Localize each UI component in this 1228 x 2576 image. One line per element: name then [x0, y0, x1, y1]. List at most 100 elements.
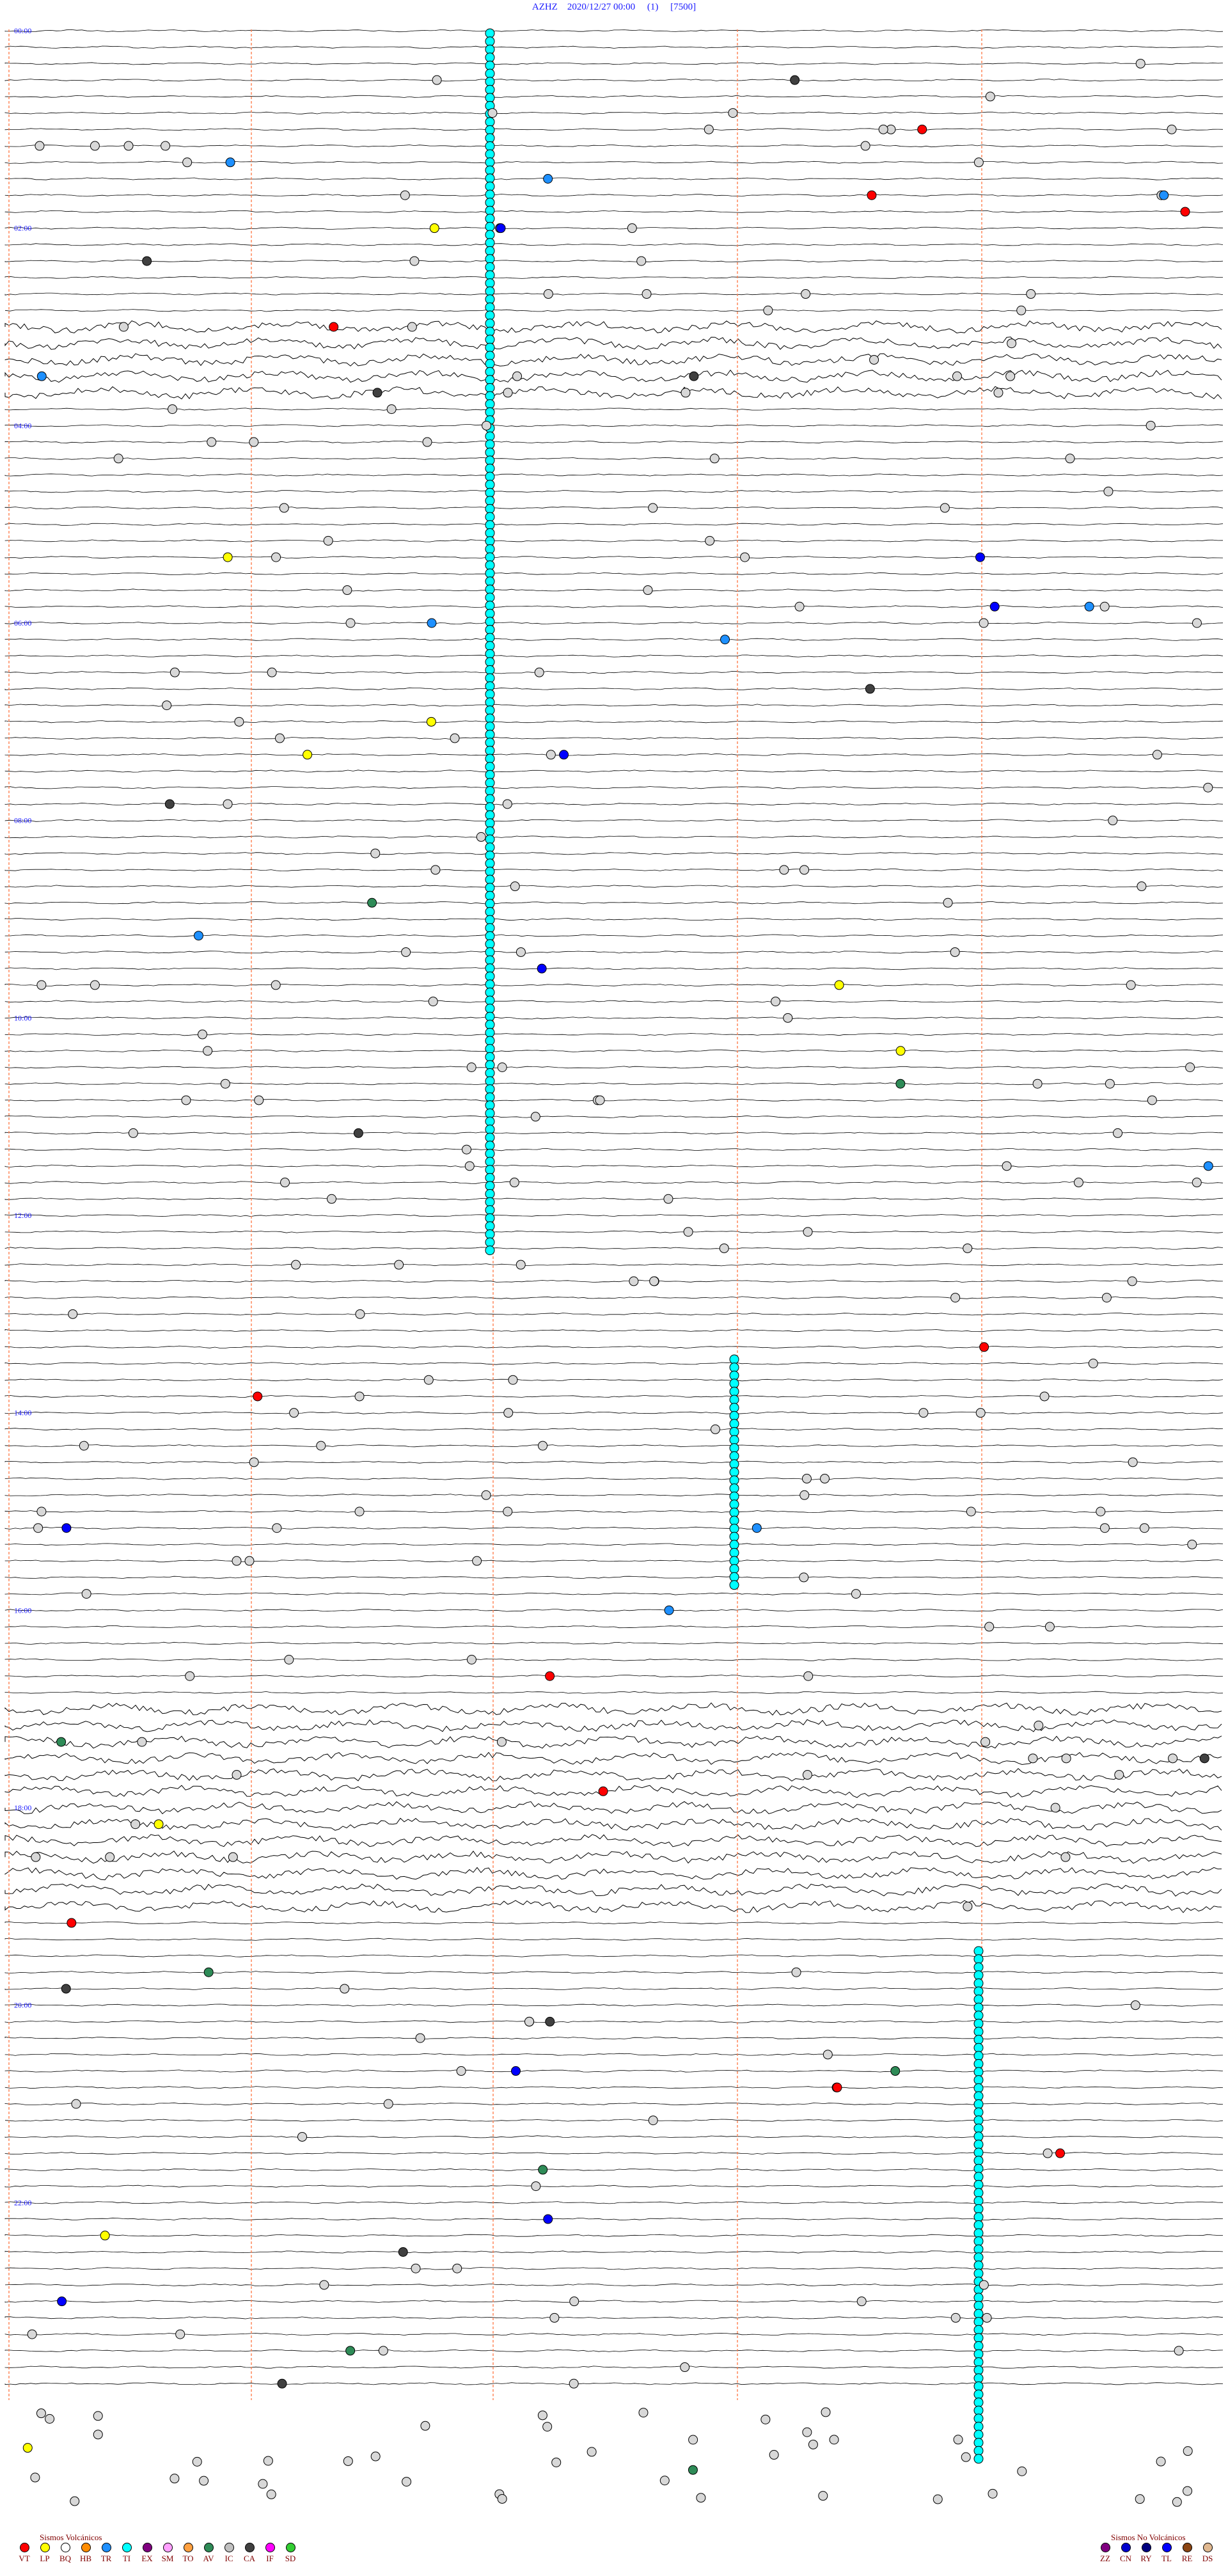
- event-marker: [485, 608, 495, 619]
- event-marker: [973, 1978, 984, 1988]
- event-marker: [728, 108, 738, 118]
- legend-item-tr: TR: [96, 2543, 116, 2564]
- event-marker: [280, 1178, 290, 1188]
- trace-line: [4, 572, 1224, 576]
- event-marker: [1108, 816, 1118, 826]
- event-marker: [485, 810, 495, 820]
- event-marker: [1061, 1753, 1071, 1764]
- event-marker: [485, 407, 495, 417]
- legend-item-lp: LP: [35, 2543, 55, 2564]
- event-marker: [93, 2430, 103, 2440]
- legend-code: EX: [141, 2554, 153, 2563]
- event-marker: [681, 388, 691, 398]
- event-marker: [973, 2341, 984, 2351]
- event-marker: [988, 2488, 998, 2499]
- event-marker: [485, 963, 495, 974]
- event-marker: [169, 667, 180, 677]
- event-marker: [973, 2147, 984, 2158]
- event-marker: [803, 1671, 814, 1681]
- event-marker: [223, 552, 233, 562]
- event-marker: [485, 770, 495, 780]
- legend-item-ic: IC: [219, 2543, 239, 2564]
- event-marker: [752, 1523, 762, 1533]
- trace-line: [4, 1329, 1224, 1332]
- trace-line: [4, 1279, 1224, 1283]
- event-marker: [627, 223, 637, 233]
- legend-code: BQ: [59, 2554, 72, 2563]
- event-marker: [485, 84, 495, 95]
- event-marker: [70, 2496, 80, 2506]
- event-marker: [161, 141, 171, 151]
- trace-line: [4, 539, 1224, 542]
- event-marker: [973, 2357, 984, 2367]
- trace-line: [4, 2382, 1224, 2385]
- event-marker: [485, 1189, 495, 1199]
- event-marker: [973, 2172, 984, 2182]
- event-marker: [323, 535, 333, 546]
- event-marker: [993, 388, 1004, 398]
- event-marker: [485, 270, 495, 280]
- event-marker: [258, 2479, 268, 2489]
- legend-dot-icon: [224, 2543, 234, 2552]
- event-marker: [1135, 58, 1145, 68]
- event-marker: [973, 2123, 984, 2133]
- event-marker: [485, 351, 495, 361]
- event-marker: [485, 359, 495, 369]
- legend-code: DS: [1202, 2554, 1213, 2563]
- event-marker: [973, 2075, 984, 2085]
- event-marker: [729, 1499, 739, 1510]
- event-marker: [485, 738, 495, 748]
- event-marker: [1028, 1753, 1038, 1764]
- event-marker: [985, 91, 995, 102]
- event-marker: [485, 230, 495, 240]
- trace-line: [4, 753, 1224, 756]
- event-marker: [485, 899, 495, 909]
- trace-line: [4, 1768, 1222, 1782]
- event-marker: [284, 1655, 294, 1664]
- event-marker: [688, 2465, 698, 2475]
- trace-line: [4, 687, 1224, 691]
- trace-line: [4, 506, 1224, 510]
- event-marker: [402, 2477, 412, 2487]
- legend-item-ti: TI: [116, 2543, 137, 2564]
- legend-dot-icon: [162, 2543, 173, 2552]
- event-marker: [426, 716, 436, 727]
- event-marker: [279, 503, 289, 513]
- event-marker: [1099, 601, 1110, 612]
- event-marker: [485, 214, 495, 224]
- event-marker: [823, 2050, 833, 2060]
- legend-item-if: IF: [260, 2543, 280, 2564]
- trace-line: [4, 819, 1224, 822]
- event-marker: [485, 133, 495, 143]
- event-marker: [485, 560, 495, 571]
- event-marker: [329, 322, 339, 332]
- trace-line: [4, 2020, 1224, 2023]
- trace-line: [4, 1719, 1222, 1732]
- event-marker: [485, 713, 495, 723]
- event-marker: [394, 1260, 404, 1270]
- trace-line: [4, 457, 1224, 460]
- event-marker: [979, 618, 989, 628]
- legend-item-zz: ZZ: [1095, 2543, 1115, 2564]
- event-layer: [22, 28, 1213, 2507]
- event-marker: [30, 2472, 40, 2483]
- trace-line: [4, 95, 1224, 99]
- event-marker: [169, 2474, 180, 2484]
- legend-item-ds: DS: [1197, 2543, 1218, 2564]
- event-marker: [808, 2439, 818, 2449]
- event-marker: [464, 1161, 475, 1171]
- trace-line: [4, 2349, 1224, 2353]
- event-marker: [168, 404, 178, 415]
- trace-line: [4, 1817, 1222, 1831]
- legend-code: TR: [100, 2554, 112, 2563]
- event-marker: [485, 1108, 495, 1118]
- event-marker: [485, 480, 495, 490]
- event-marker: [482, 420, 492, 431]
- legend-item-ry: RY: [1136, 2543, 1156, 2564]
- hour-label: 14:00: [14, 1409, 31, 1418]
- trace-line: [4, 1526, 1224, 1529]
- event-marker: [450, 733, 460, 743]
- event-marker: [943, 897, 953, 908]
- event-marker: [973, 2115, 984, 2126]
- legend-dot-icon: [1161, 2543, 1172, 2552]
